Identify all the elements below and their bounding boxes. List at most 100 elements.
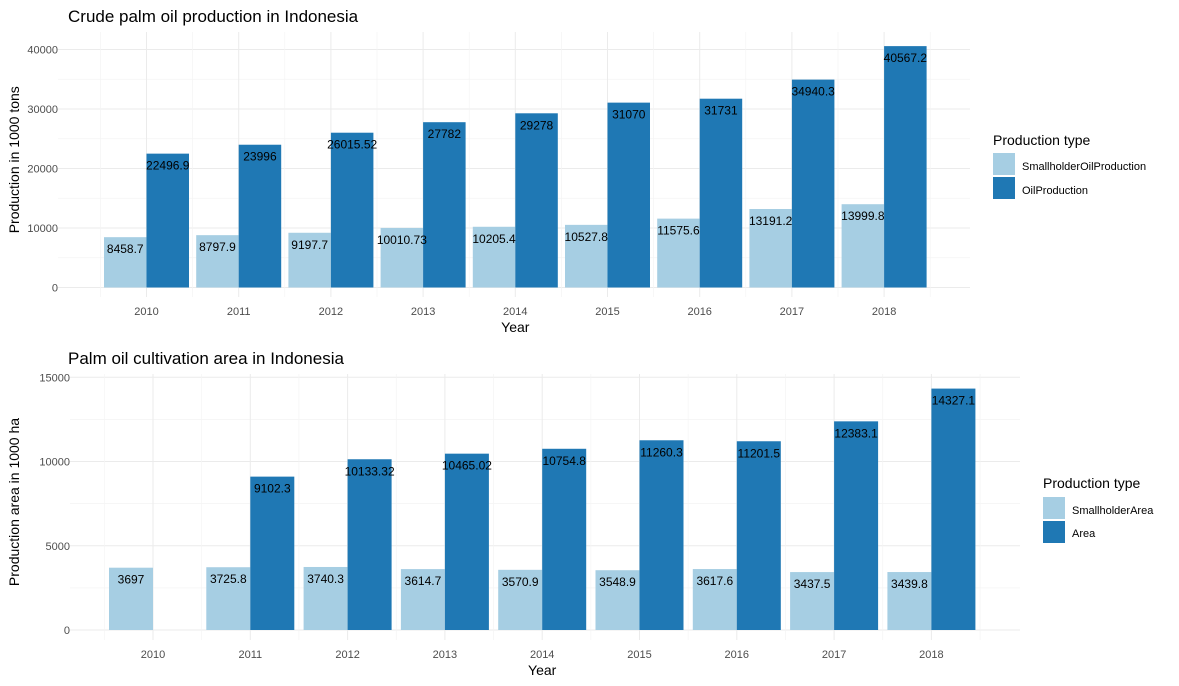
- value-label: 3614.7: [405, 574, 442, 588]
- x-tick-label: 2012: [335, 649, 359, 661]
- value-label: 13999.8: [841, 209, 885, 223]
- x-tick-label: 2018: [872, 306, 896, 318]
- bar-Area-2012: [347, 459, 392, 630]
- x-tick-label: 2015: [595, 306, 619, 318]
- value-label: 3437.5: [794, 577, 831, 591]
- y-tick-label: 20000: [27, 164, 58, 176]
- x-tick-label: 2013: [411, 306, 435, 318]
- bar-OilProduction-2017: [791, 79, 835, 288]
- bar-SmallholderArea-2014: [498, 569, 543, 630]
- legend-key-Area: [1043, 521, 1065, 543]
- value-label: 11575.6: [657, 224, 700, 238]
- value-label: 8458.7: [107, 242, 144, 256]
- bar-SmallholderArea-2016: [692, 569, 737, 630]
- y-tick-label: 30000: [27, 104, 58, 116]
- value-label: 29278: [520, 118, 554, 132]
- value-label: 11260.3: [640, 445, 683, 459]
- chart-title: Palm oil cultivation area in Indonesia: [68, 349, 344, 368]
- value-label: 3740.3: [307, 572, 344, 586]
- y-tick-label: 10000: [39, 457, 70, 469]
- bar-OilProduction-2010: [146, 153, 189, 288]
- bar-SmallholderArea-2013: [400, 569, 445, 630]
- bar-OilProduction-2015: [607, 102, 650, 288]
- x-tick-label: 2017: [780, 306, 804, 318]
- value-label: 22496.9: [146, 159, 190, 173]
- bar-OilProduction-2018: [884, 46, 927, 288]
- value-label: 13191.2: [749, 214, 793, 228]
- value-label: 9102.3: [254, 482, 291, 496]
- value-label: 26015.52: [327, 138, 377, 152]
- legend-label: SmallholderArea: [1072, 505, 1154, 517]
- bar-SmallholderOilProduction-2014: [472, 226, 516, 288]
- x-tick-label: 2016: [725, 649, 749, 661]
- bar-Area-2014: [542, 448, 587, 630]
- bar-SmallholderOilProduction-2017: [749, 209, 792, 288]
- legend-title: Production type: [1043, 475, 1140, 491]
- chart-1: 8458.7 8797.9 9197.7 10010.73 10205.4 10527.8…: [6, 7, 1146, 335]
- x-tick-label: 2017: [822, 649, 846, 661]
- legend-label: Area: [1072, 528, 1096, 540]
- bar-SmallholderArea-2012: [303, 566, 348, 630]
- y-tick-label: 40000: [27, 45, 58, 57]
- y-axis-label: Production in 1000 tons: [6, 86, 22, 233]
- value-label: 12383.1: [834, 426, 878, 440]
- value-label: 11201.5: [738, 446, 781, 460]
- y-tick-label: 15000: [39, 372, 70, 384]
- bar-OilProduction-2016: [699, 98, 743, 288]
- value-label: 40567.2: [884, 51, 928, 65]
- legend: Production type SmallholderOilProduction O…: [993, 132, 1146, 199]
- bar-SmallholderOilProduction-2015: [565, 224, 608, 288]
- bar-SmallholderOilProduction-2013: [380, 227, 424, 288]
- bar-Area-2013: [444, 453, 489, 630]
- legend-title: Production type: [993, 132, 1090, 148]
- legend-key-OilProduction: [993, 177, 1015, 199]
- bar-SmallholderOilProduction-2012: [288, 232, 331, 288]
- value-label: 14327.1: [932, 394, 976, 408]
- y-tick-label: 0: [52, 283, 58, 295]
- bar-SmallholderArea-2011: [206, 567, 251, 630]
- bar-SmallholderArea-2015: [595, 570, 640, 630]
- bar-Area-2016: [736, 441, 781, 630]
- y-tick-label: 5000: [46, 541, 70, 553]
- value-label: 23996: [243, 150, 277, 164]
- x-tick-label: 2014: [503, 306, 527, 318]
- chart-2: 3697 3725.8 3740.3 3614.7 3570.9 3548.9 3617.6…: [6, 349, 1154, 678]
- x-tick-label: 2010: [134, 306, 158, 318]
- value-label: 3570.9: [502, 575, 539, 589]
- bar-SmallholderOilProduction-2011: [196, 235, 239, 288]
- y-tick-label: 10000: [27, 223, 58, 235]
- value-label: 31731: [704, 104, 738, 118]
- x-tick-label: 2014: [530, 649, 554, 661]
- bar-OilProduction-2013: [423, 122, 466, 288]
- legend-key-SmallholderOilProduction: [993, 153, 1015, 175]
- y-tick-label: 0: [64, 625, 70, 637]
- value-label: 31070: [612, 108, 646, 122]
- bar-OilProduction-2012: [330, 132, 374, 288]
- x-tick-label: 2012: [319, 306, 343, 318]
- bar-SmallholderArea-2010: [109, 567, 153, 630]
- bar-Area-2017: [834, 421, 879, 630]
- x-tick-label: 2010: [141, 649, 165, 661]
- value-label: 3725.8: [210, 572, 247, 586]
- value-label: 10133.32: [345, 464, 395, 478]
- x-axis-label: Year: [528, 662, 557, 678]
- bar-Area-2018: [931, 388, 976, 630]
- value-label: 10527.8: [565, 230, 609, 244]
- value-label: 27782: [428, 127, 462, 141]
- legend-key-SmallholderArea: [1043, 497, 1065, 519]
- value-label: 3548.9: [599, 575, 636, 589]
- x-tick-label: 2011: [227, 306, 251, 318]
- bar-Area-2011: [250, 476, 295, 630]
- x-tick-label: 2015: [627, 649, 651, 661]
- bar-SmallholderOilProduction-2016: [657, 218, 700, 288]
- value-label: 34940.3: [791, 85, 835, 99]
- value-label: 3439.8: [891, 577, 928, 591]
- x-tick-label: 2016: [687, 306, 711, 318]
- value-label: 10205.4: [472, 232, 516, 246]
- bar-SmallholderOilProduction-2010: [104, 237, 147, 288]
- x-tick-label: 2013: [433, 649, 457, 661]
- x-tick-label: 2018: [919, 649, 943, 661]
- value-label: 3697: [118, 573, 145, 587]
- bar-OilProduction-2014: [515, 113, 558, 288]
